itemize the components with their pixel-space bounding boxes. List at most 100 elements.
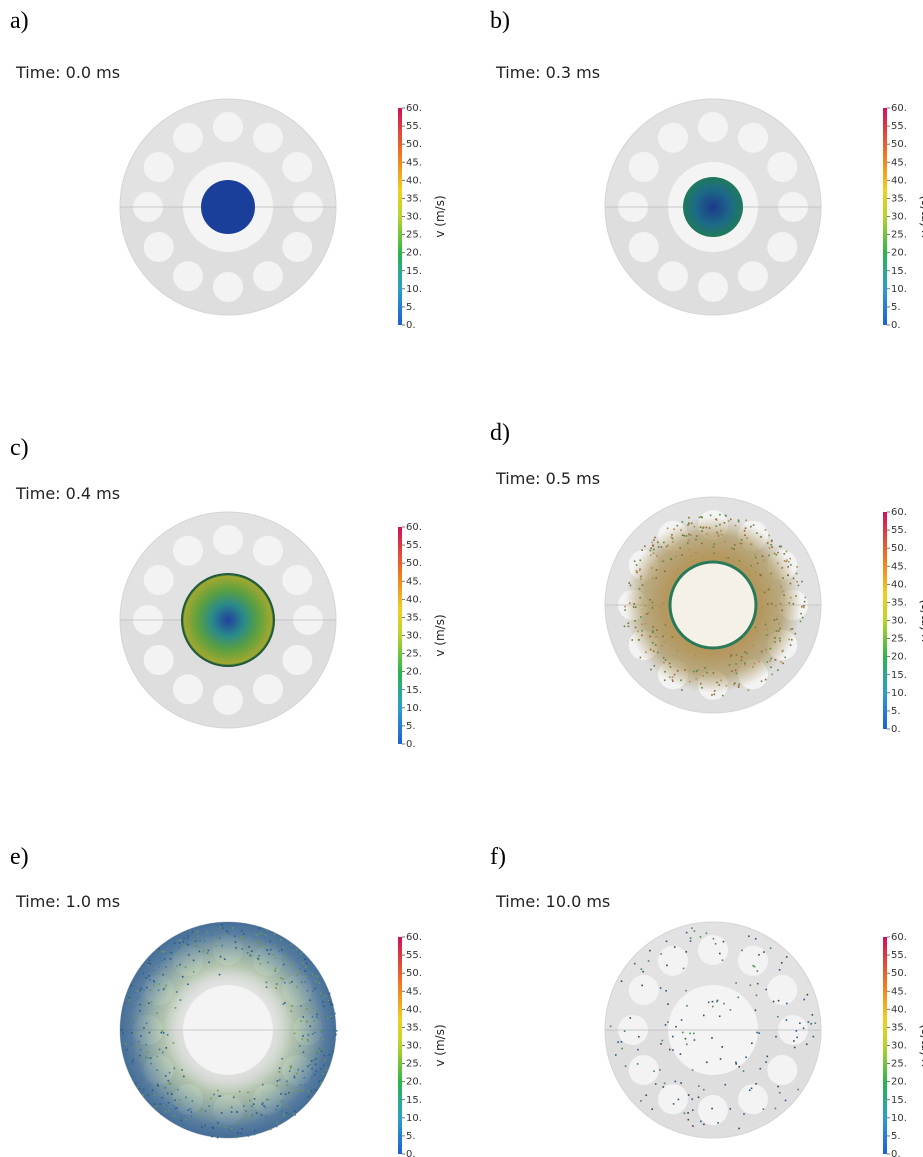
- particle: [672, 636, 674, 638]
- colorbar-tick-label: 45.: [406, 157, 422, 168]
- particle: [784, 553, 786, 555]
- particle: [766, 1056, 768, 1058]
- particle: [173, 1042, 175, 1044]
- colorbar: [398, 937, 402, 1154]
- particle: [784, 560, 786, 562]
- particle: [694, 930, 696, 932]
- particle: [698, 1096, 700, 1098]
- particle: [241, 938, 243, 940]
- particle: [750, 565, 752, 567]
- particle: [203, 931, 205, 933]
- particle: [156, 1069, 158, 1071]
- particle: [656, 555, 658, 557]
- particle: [628, 622, 630, 624]
- particle: [176, 991, 178, 993]
- particle: [329, 993, 331, 995]
- particle: [196, 931, 198, 933]
- colorbar-tick-label: 0.: [406, 320, 416, 331]
- particle: [256, 1128, 258, 1130]
- particle: [792, 628, 794, 630]
- particle: [309, 964, 311, 966]
- particle: [788, 561, 790, 563]
- particle: [277, 1122, 279, 1124]
- particles: [201, 180, 255, 234]
- particle: [722, 695, 724, 697]
- particle: [299, 968, 301, 970]
- particle: [653, 549, 655, 551]
- particle: [672, 680, 674, 682]
- particle: [794, 1047, 796, 1049]
- particle: [261, 932, 263, 934]
- particle: [214, 938, 216, 940]
- particle: [708, 1001, 710, 1003]
- particle: [162, 974, 164, 976]
- particle: [164, 987, 166, 989]
- particle: [298, 1090, 300, 1092]
- particle: [635, 627, 637, 629]
- particle: [318, 1072, 320, 1074]
- particle: [688, 549, 690, 551]
- particle: [690, 534, 692, 536]
- particle: [739, 542, 741, 544]
- particle: [638, 639, 640, 641]
- particle: [751, 543, 753, 545]
- particle: [733, 684, 735, 686]
- particle: [307, 1096, 309, 1098]
- hole: [282, 232, 312, 262]
- particle: [689, 681, 691, 683]
- colorbar-tick-label: 50.: [406, 558, 422, 569]
- particle: [215, 945, 217, 947]
- particle: [328, 1030, 330, 1032]
- particle: [624, 609, 626, 611]
- particle: [738, 1066, 740, 1068]
- particle: [231, 1128, 233, 1130]
- particle: [639, 588, 641, 590]
- particle: [717, 1122, 719, 1124]
- particle: [260, 946, 262, 948]
- particle: [199, 1110, 201, 1112]
- particle: [730, 1108, 732, 1110]
- particle: [639, 560, 641, 562]
- colorbar-tick-label: 55.: [891, 121, 907, 132]
- particle: [793, 578, 795, 580]
- particle: [664, 1083, 666, 1085]
- particle: [142, 1094, 144, 1096]
- particle: [124, 1057, 126, 1059]
- particle: [165, 1075, 167, 1077]
- colorbar-tick-label: 30.: [891, 616, 907, 627]
- particle: [167, 1034, 169, 1036]
- particle: [715, 943, 717, 945]
- particle: [219, 1125, 221, 1127]
- time-label: Time: 0.0 ms: [15, 63, 120, 82]
- particle: [323, 1006, 325, 1008]
- particle: [731, 670, 733, 672]
- particle: [644, 545, 646, 547]
- particle: [146, 1022, 148, 1024]
- particle: [640, 657, 642, 659]
- particle: [258, 928, 260, 930]
- particle: [675, 556, 677, 558]
- time-label: Time: 0.4 ms: [15, 484, 120, 503]
- particle: [744, 664, 746, 666]
- particle: [291, 1005, 293, 1007]
- particle: [677, 650, 679, 652]
- particle: [672, 679, 674, 681]
- particle: [630, 585, 632, 587]
- particle: [294, 1075, 296, 1077]
- particle: [736, 654, 738, 656]
- hole: [144, 232, 174, 262]
- particle: [294, 1114, 296, 1116]
- particle: [730, 1009, 732, 1011]
- particle: [639, 597, 641, 599]
- particle: [617, 1041, 619, 1043]
- particle: [695, 552, 697, 554]
- colorbar-tick-label: 20.: [891, 652, 907, 663]
- particle: [634, 620, 636, 622]
- particle: [286, 1085, 288, 1087]
- particle: [176, 965, 178, 967]
- particle: [672, 1049, 674, 1051]
- particle: [153, 970, 155, 972]
- particle: [311, 1090, 313, 1092]
- particle: [770, 573, 772, 575]
- particle: [161, 960, 163, 962]
